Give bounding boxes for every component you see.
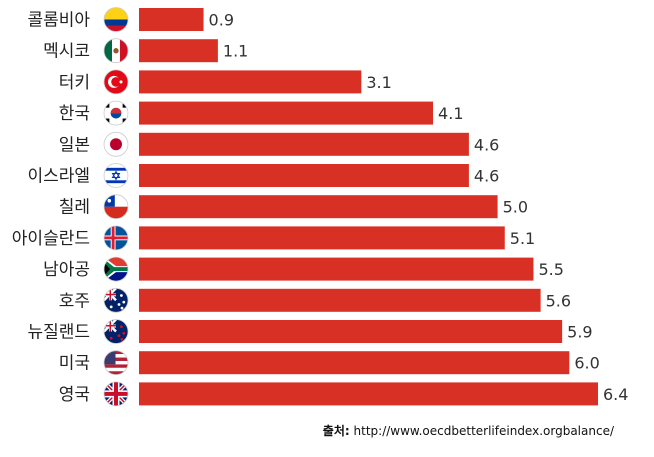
bar [139, 70, 362, 94]
bar [139, 226, 505, 250]
turkey-flag-icon [103, 69, 129, 95]
category-label: 영국 [59, 385, 90, 405]
bar [139, 257, 534, 281]
mexico-flag-icon [103, 38, 129, 64]
value-label: 0.9 [209, 11, 234, 30]
japan-flag-icon [103, 131, 129, 157]
uk-flag-icon [103, 381, 129, 407]
bar [139, 39, 218, 63]
category-label: 뉴질랜드 [27, 323, 90, 343]
value-label: 5.1 [510, 229, 535, 248]
bar [139, 195, 498, 219]
value-label: 5.9 [567, 323, 592, 342]
category-label: 칠레 [59, 198, 90, 218]
category-label: 콜롬비아 [27, 11, 90, 31]
usa-flag-icon [103, 350, 129, 376]
bar [139, 351, 570, 375]
bar [139, 101, 434, 125]
category-label: 터키 [59, 73, 90, 93]
source-note: 출처: http://www.oecdbetterlifeindex.orgba… [323, 422, 614, 439]
value-label: 6.0 [574, 354, 599, 373]
value-label: 4.6 [474, 167, 499, 186]
category-label: 아이슬란드 [12, 229, 90, 249]
chile-flag-icon [103, 194, 129, 220]
category-label: 호주 [59, 291, 90, 311]
category-label: 이스라엘 [27, 167, 90, 187]
category-label: 멕시코 [43, 42, 90, 62]
value-label: 4.1 [438, 104, 463, 123]
category-label: 일본 [59, 135, 90, 155]
value-label: 4.6 [474, 135, 499, 154]
source-url[interactable]: http://www.oecdbetterlifeindex.orgbalanc… [353, 424, 614, 438]
israel-flag-icon [103, 163, 129, 188]
category-label: 한국 [59, 104, 90, 124]
bar [139, 320, 563, 343]
south-africa-flag-icon [103, 256, 129, 282]
value-label: 5.0 [503, 198, 528, 217]
bar [139, 8, 204, 31]
new-zealand-flag-icon [103, 319, 129, 344]
bar [139, 288, 541, 312]
bar [139, 382, 598, 406]
value-label: 5.5 [538, 260, 563, 279]
value-label: 5.6 [546, 291, 571, 310]
value-label: 3.1 [366, 73, 391, 92]
bar [139, 164, 469, 187]
source-label: 출처: [322, 424, 350, 438]
iceland-flag-icon [103, 225, 129, 251]
value-label: 6.4 [603, 385, 628, 404]
australia-flag-icon [103, 287, 129, 313]
colombia-flag-icon [103, 7, 129, 32]
category-label: 남아공 [43, 260, 90, 280]
value-label: 1.1 [223, 42, 248, 61]
korea-flag-icon [103, 100, 129, 126]
bar [139, 132, 469, 156]
category-label: 미국 [59, 354, 90, 374]
